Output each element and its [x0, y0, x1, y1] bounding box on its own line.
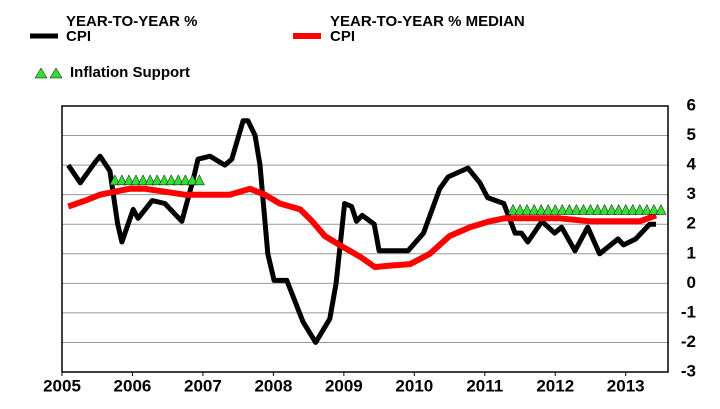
marker [158, 174, 170, 186]
marker [563, 203, 575, 215]
x-tick-label: 2009 [325, 376, 363, 395]
marker [137, 174, 149, 186]
marker [521, 203, 533, 215]
y-tick-label: -1 [681, 302, 696, 321]
x-tick-label: 2010 [395, 376, 433, 395]
marker [556, 203, 568, 215]
marker [570, 203, 582, 215]
y-tick-label: 5 [687, 125, 696, 144]
y-tick-label: 0 [687, 273, 696, 292]
marker [535, 203, 547, 215]
marker [634, 203, 646, 215]
plot-frame [61, 105, 669, 373]
marker [144, 174, 156, 186]
y-tick-label: -2 [681, 332, 696, 351]
marker [613, 203, 625, 215]
marker [165, 174, 177, 186]
y-tick-label: 2 [687, 214, 696, 233]
marker [549, 203, 561, 215]
y-tick-label: 1 [687, 243, 696, 262]
marker [507, 203, 519, 215]
marker [648, 203, 660, 215]
marker [542, 203, 554, 215]
x-tick-label: 2006 [114, 376, 152, 395]
marker [186, 174, 198, 186]
x-tick-label: 2013 [607, 376, 645, 395]
legend-swatch [49, 67, 63, 79]
marker [172, 174, 184, 186]
x-tick-label: 2007 [184, 376, 222, 395]
marker [109, 174, 121, 186]
marker [179, 174, 191, 186]
line [67, 185, 658, 271]
marker [599, 203, 610, 215]
marker [514, 203, 526, 215]
marker [592, 203, 603, 215]
x-tick-label: 2012 [536, 376, 574, 395]
marker [194, 174, 205, 186]
marker [151, 174, 163, 186]
x-tick-label: 2005 [43, 376, 81, 395]
marker [123, 174, 135, 186]
marker [641, 203, 653, 215]
x-tick-label: 2011 [466, 376, 503, 395]
legend-label: YEAR-TO-YEAR % CPI [66, 13, 198, 45]
legend-label: Inflation Support [70, 64, 190, 81]
legend-label: YEAR-TO-YEAR % MEDIAN CPI [330, 13, 525, 45]
y-tick-label: 6 [687, 95, 696, 114]
x-tick-label: 2008 [254, 376, 292, 395]
y-tick-label: 4 [687, 155, 697, 174]
marker [130, 174, 142, 186]
marker [620, 203, 632, 215]
marker [606, 203, 618, 215]
line [66, 118, 656, 345]
legend-swatch [34, 67, 48, 79]
marker [655, 203, 667, 215]
marker [627, 203, 639, 215]
y-tick-label: -3 [681, 361, 696, 380]
marker [528, 203, 540, 215]
marker [585, 203, 596, 215]
y-tick-label: 3 [687, 184, 696, 203]
marker [578, 203, 589, 215]
marker [116, 174, 128, 186]
